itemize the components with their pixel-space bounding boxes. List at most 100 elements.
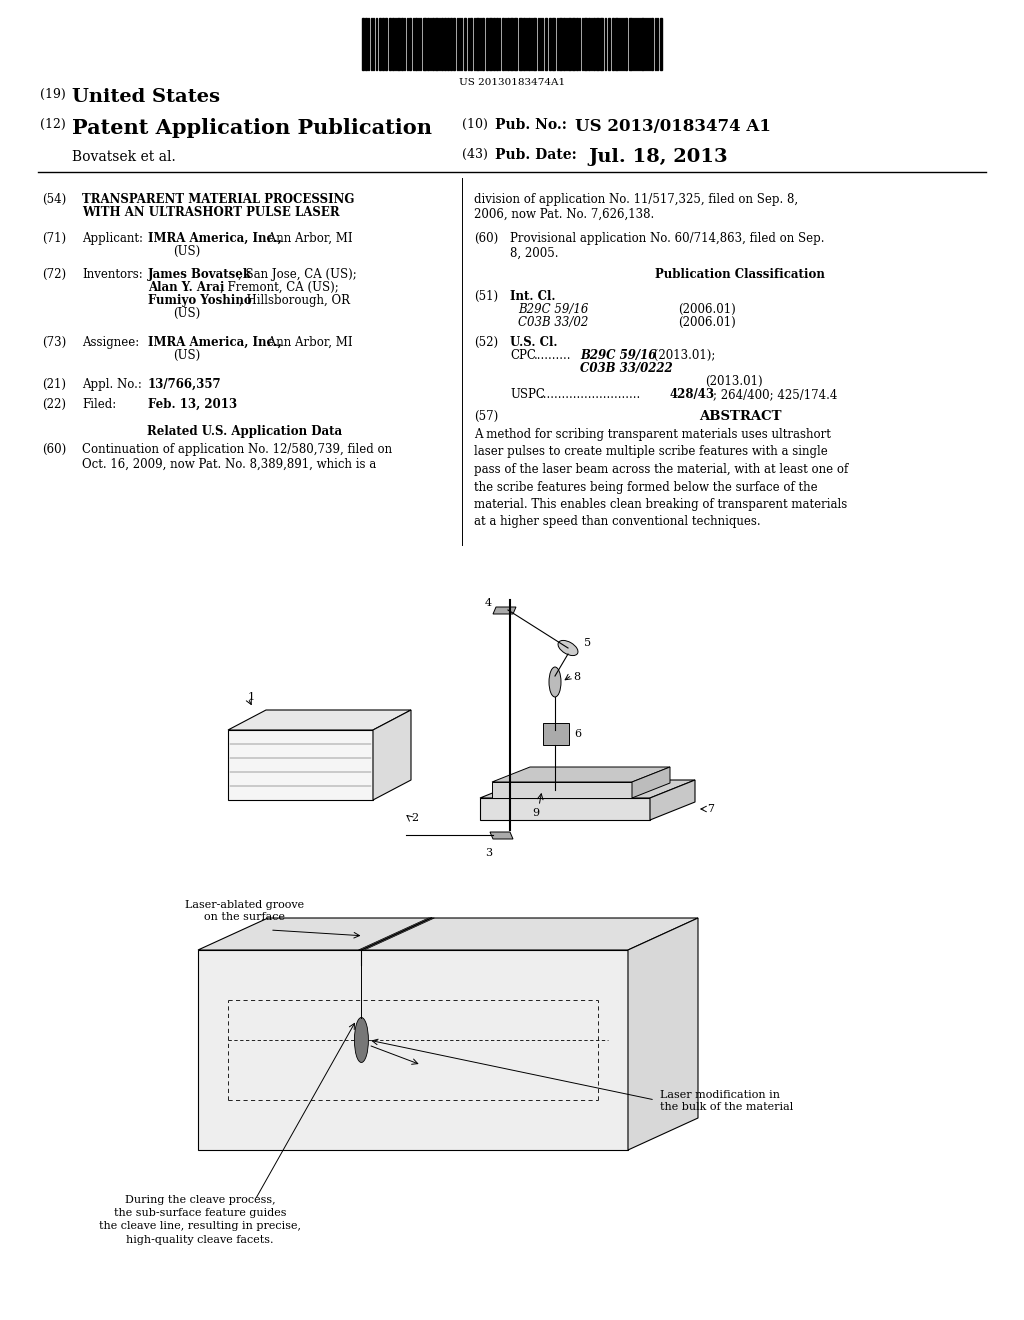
Bar (362, 18, 364, 70)
Bar (496, 18, 498, 70)
Bar (608, 18, 610, 70)
Text: IMRA America, Inc.,: IMRA America, Inc., (148, 337, 282, 348)
Bar (552, 18, 555, 70)
Text: (2006.01): (2006.01) (678, 304, 736, 315)
Text: division of application No. 11/517,325, filed on Sep. 8,
2006, now Pat. No. 7,62: division of application No. 11/517,325, … (474, 193, 798, 220)
Bar (502, 18, 504, 70)
Polygon shape (492, 767, 670, 781)
Text: (2013.01): (2013.01) (705, 375, 763, 388)
Text: Int. Cl.: Int. Cl. (510, 290, 555, 304)
Text: (60): (60) (42, 444, 67, 455)
Bar (450, 18, 452, 70)
Text: Fumiyo Yoshino: Fumiyo Yoshino (148, 294, 252, 308)
Text: Continuation of application No. 12/580,739, filed on
Oct. 16, 2009, now Pat. No.: Continuation of application No. 12/580,7… (82, 444, 392, 471)
Text: ; 264/400; 425/174.4: ; 264/400; 425/174.4 (713, 388, 838, 401)
Bar (389, 18, 391, 70)
Bar (507, 18, 509, 70)
Bar (415, 18, 417, 70)
Text: (72): (72) (42, 268, 67, 281)
Bar (379, 18, 381, 70)
Text: C03B 33/0222: C03B 33/0222 (580, 362, 673, 375)
Text: , Fremont, CA (US);: , Fremont, CA (US); (220, 281, 339, 294)
Text: CPC: CPC (510, 348, 536, 362)
Bar (447, 18, 449, 70)
Bar (596, 18, 599, 70)
Text: Applicant:: Applicant: (82, 232, 143, 246)
Text: (12): (12) (40, 117, 66, 131)
Polygon shape (492, 781, 632, 799)
Text: ABSTRACT: ABSTRACT (698, 411, 781, 422)
Polygon shape (228, 730, 373, 800)
Text: Pub. No.:: Pub. No.: (495, 117, 567, 132)
Text: WITH AN ULTRASHORT PULSE LASER: WITH AN ULTRASHORT PULSE LASER (82, 206, 340, 219)
Bar (441, 18, 443, 70)
Polygon shape (480, 780, 695, 799)
Text: (54): (54) (42, 193, 67, 206)
Text: IMRA America, Inc.,: IMRA America, Inc., (148, 232, 282, 246)
Bar (519, 18, 522, 70)
Text: 6: 6 (574, 729, 582, 739)
Polygon shape (480, 799, 650, 820)
Polygon shape (650, 780, 695, 820)
Text: US 20130183474A1: US 20130183474A1 (459, 78, 565, 87)
Text: US 2013/0183474 A1: US 2013/0183474 A1 (575, 117, 771, 135)
Bar (523, 18, 525, 70)
Polygon shape (373, 710, 411, 800)
Text: 9: 9 (532, 808, 539, 818)
Text: (73): (73) (42, 337, 67, 348)
Bar (612, 18, 614, 70)
Bar (615, 18, 618, 70)
Text: Laser-ablated groove
on the surface: Laser-ablated groove on the surface (185, 900, 304, 921)
Text: B29C 59/16: B29C 59/16 (580, 348, 656, 362)
Bar (629, 18, 632, 70)
Text: (2006.01): (2006.01) (678, 315, 736, 329)
Text: U.S. Cl.: U.S. Cl. (510, 337, 557, 348)
Text: Publication Classification: Publication Classification (655, 268, 825, 281)
Text: 3: 3 (485, 847, 492, 858)
Text: 8: 8 (573, 672, 581, 682)
Text: (US): (US) (173, 246, 201, 257)
Text: Patent Application Publication: Patent Application Publication (72, 117, 432, 139)
Bar (572, 18, 575, 70)
Text: ...........................: ........................... (540, 388, 641, 401)
Text: A method for scribing transparent materials uses ultrashort
laser pulses to crea: A method for scribing transparent materi… (474, 428, 848, 528)
Text: Filed:: Filed: (82, 399, 117, 411)
Text: Inventors:: Inventors: (82, 268, 142, 281)
Bar (660, 18, 662, 70)
Polygon shape (493, 607, 516, 614)
Text: 13/766,357: 13/766,357 (148, 378, 221, 391)
Text: , San Jose, CA (US);: , San Jose, CA (US); (238, 268, 356, 281)
Polygon shape (198, 950, 628, 1150)
Bar (397, 18, 400, 70)
Bar (493, 18, 495, 70)
Bar (510, 18, 513, 70)
Text: Laser modification in
the bulk of the material: Laser modification in the bulk of the ma… (660, 1090, 794, 1111)
Bar (528, 18, 530, 70)
Text: (22): (22) (42, 399, 66, 411)
Text: ..........: .......... (534, 348, 571, 362)
Bar (423, 18, 426, 70)
Text: (51): (51) (474, 290, 498, 304)
Bar (641, 18, 644, 70)
Text: 5: 5 (584, 638, 591, 648)
Bar (543, 723, 569, 744)
Text: United States: United States (72, 88, 220, 106)
Bar (453, 18, 455, 70)
Bar (409, 18, 411, 70)
Text: (60): (60) (474, 232, 499, 246)
Text: (US): (US) (173, 308, 201, 319)
Text: 428/43: 428/43 (670, 388, 715, 401)
Text: (43): (43) (462, 148, 487, 161)
Text: (57): (57) (474, 411, 499, 422)
Bar (470, 18, 472, 70)
Text: 7: 7 (707, 804, 714, 814)
Bar (588, 18, 590, 70)
Bar (575, 18, 578, 70)
Bar (432, 18, 434, 70)
Bar (593, 18, 595, 70)
Bar (464, 18, 466, 70)
Bar (549, 18, 551, 70)
Text: Bovatsek et al.: Bovatsek et al. (72, 150, 176, 164)
Polygon shape (198, 917, 698, 950)
Bar (392, 18, 394, 70)
